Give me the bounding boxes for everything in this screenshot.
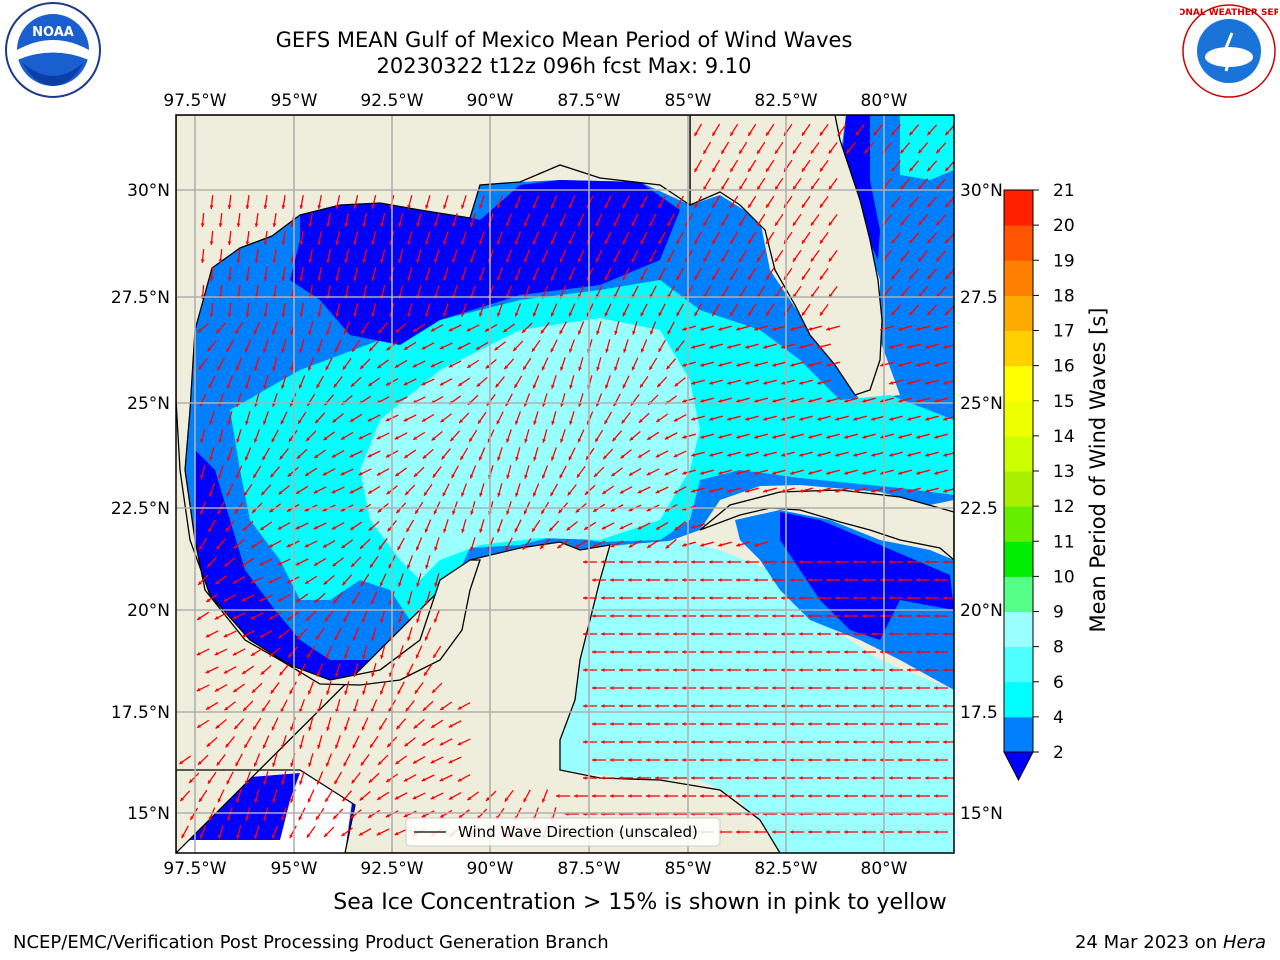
lon-label-bottom: 97.5°W: [163, 859, 226, 879]
lon-label-top: 95°W: [271, 91, 318, 111]
lon-label-top: 87.5°W: [557, 91, 620, 111]
colorbar-segment: [1004, 541, 1033, 577]
colorbar-tick-label: 11: [1053, 532, 1075, 552]
colorbar-segment: [1004, 330, 1033, 367]
noaa-logo: NOAA: [5, 2, 101, 98]
colorbar-segment: [1004, 225, 1033, 261]
footer-date: 24 Mar 2023 on Hera: [1075, 932, 1266, 953]
gulf-blue-north: [290, 180, 680, 345]
lat-label-left: 27.5°N: [111, 288, 170, 308]
colorbar-segment: [1004, 365, 1033, 402]
sea-ice-note: Sea Ice Concentration > 15% is shown in …: [333, 890, 947, 915]
lon-label-top: 90°W: [467, 91, 514, 111]
footer-date-text: 24 Mar 2023 on: [1074, 932, 1223, 953]
colorbar-tick-label: 15: [1053, 392, 1075, 412]
lon-label-bottom: 95°W: [271, 859, 318, 879]
legend-label: Wind Wave Direction (unscaled): [458, 823, 698, 841]
colorbar-tick-label: 4: [1053, 708, 1064, 728]
lon-label-bottom: 82.5°W: [754, 859, 817, 879]
colorbar-segment: [1004, 400, 1033, 437]
colorbar-segment: [1004, 190, 1033, 226]
lon-label-top: 80°W: [861, 91, 908, 111]
lon-label-bottom: 92.5°W: [360, 859, 423, 879]
nws-logo: NATIONAL WEATHER SERVICE: [1180, 4, 1278, 98]
colorbar-label: Mean Period of Wind Waves [s]: [1086, 308, 1110, 633]
yucatan-land: [176, 541, 781, 853]
lon-label-bottom: 80°W: [861, 859, 908, 879]
colorbar-segment: [1004, 576, 1033, 612]
colorbar-segment: [1004, 435, 1033, 472]
colorbar-tick-label: 21: [1053, 181, 1075, 201]
footer-credit: NCEP/EMC/Verification Post Processing Pr…: [13, 932, 609, 953]
map-plot-area: [176, 115, 954, 853]
colorbar-extend: [1003, 751, 1034, 782]
lon-label-bottom: 85°W: [665, 859, 712, 879]
lat-label-left: 20°N: [127, 601, 170, 621]
lon-label-bottom: 90°W: [467, 859, 514, 879]
colorbar-tick-label: 13: [1053, 462, 1075, 482]
colorbar-tick-label: 18: [1053, 286, 1075, 306]
chart-title: GEFS MEAN Gulf of Mexico Mean Period of …: [275, 28, 853, 52]
map-legend: Wind Wave Direction (unscaled): [405, 817, 721, 847]
lat-label-left: 22.5°N: [111, 499, 170, 519]
svg-text:NOAA: NOAA: [32, 25, 74, 40]
colorbar-tick-label: 6: [1053, 673, 1064, 693]
colorbar-segment: [1004, 506, 1033, 542]
lat-label-left: 30°N: [127, 181, 170, 201]
lon-label-bottom: 87.5°W: [557, 859, 620, 879]
colorbar-tick-label: 16: [1053, 357, 1075, 377]
colorbar-segment: [1004, 716, 1033, 753]
lat-labels-left: 30°N 27.5°N 25°N 22.5°N 20°N 17.5°N 15°N: [111, 181, 170, 824]
colorbar-segment: [1004, 681, 1033, 718]
lat-label-left: 17.5°N: [111, 703, 170, 723]
lat-labels-right: 30°N 27.5 25°N 22.5 20°N 17.5 15°N: [960, 181, 1003, 824]
lon-label-top: 92.5°W: [360, 91, 423, 111]
colorbar-tick-label: 12: [1053, 497, 1075, 517]
lon-labels-bottom: 97.5°W 95°W 92.5°W 90°W 87.5°W 85°W 82.5°W 80°W: [163, 859, 907, 879]
pacific-white-field: [176, 770, 350, 853]
lon-label-top: 82.5°W: [754, 91, 817, 111]
colorbar-tick-label: 14: [1053, 427, 1075, 447]
svg-text:NATIONAL WEATHER SERVICE: NATIONAL WEATHER SERVICE: [1180, 8, 1278, 18]
lat-label-right: 20°N: [960, 601, 1003, 621]
colorbar-tick-label: 2: [1053, 743, 1064, 763]
colorbar-tick-label: 19: [1053, 251, 1075, 271]
lat-label-left: 15°N: [127, 804, 170, 824]
lon-label-top: 97.5°W: [163, 91, 226, 111]
colorbar-tick-label: 17: [1053, 322, 1075, 342]
lat-label-right: 30°N: [960, 181, 1003, 201]
florida-land: [689, 115, 954, 396]
chart-subtitle: 20230322 t12z 096h fcst Max: 9.10: [376, 54, 752, 78]
colorbar-tick-label: 20: [1053, 216, 1075, 236]
lat-label-right: 15°N: [960, 804, 1003, 824]
gulf-light-field: [360, 318, 700, 580]
lon-label-top: 85°W: [665, 91, 712, 111]
lat-label-right: 27.5: [960, 288, 998, 308]
lat-label-left: 25°N: [127, 394, 170, 414]
lat-label-right: 22.5: [960, 499, 998, 519]
footer-host: Hera: [1222, 932, 1266, 953]
colorbar-segment: [1004, 471, 1033, 507]
colorbar-segment: [1004, 611, 1033, 648]
map-frame: [175, 114, 955, 854]
colorbar-tick-label: 10: [1053, 567, 1075, 587]
lat-lon-gridlines: [176, 115, 954, 853]
colorbar-tick-label: 8: [1053, 638, 1064, 658]
us-mexico-land: [176, 115, 691, 686]
lat-label-right: 17.5: [960, 703, 998, 723]
atlantic-deep-field: [842, 115, 880, 260]
colorbar-segment: [1004, 260, 1033, 296]
gulf-blue-west: [195, 450, 400, 685]
colorbar-segment: [1004, 646, 1033, 683]
colorbar-tick-label: 9: [1053, 603, 1064, 623]
colorbar-segment: [1004, 295, 1033, 331]
caribbean-light-field: [560, 540, 954, 853]
lat-label-right: 25°N: [960, 394, 1003, 414]
colorbar: 2 4 6 8 9 10 11 12 13 14 15 16 17 18 19 20 21: [1003, 181, 1075, 782]
lon-labels-top: 97.5°W 95°W 92.5°W 90°W 87.5°W 85°W 82.5°W 80°W: [163, 91, 907, 111]
caribbean-deep-field: [780, 512, 954, 640]
